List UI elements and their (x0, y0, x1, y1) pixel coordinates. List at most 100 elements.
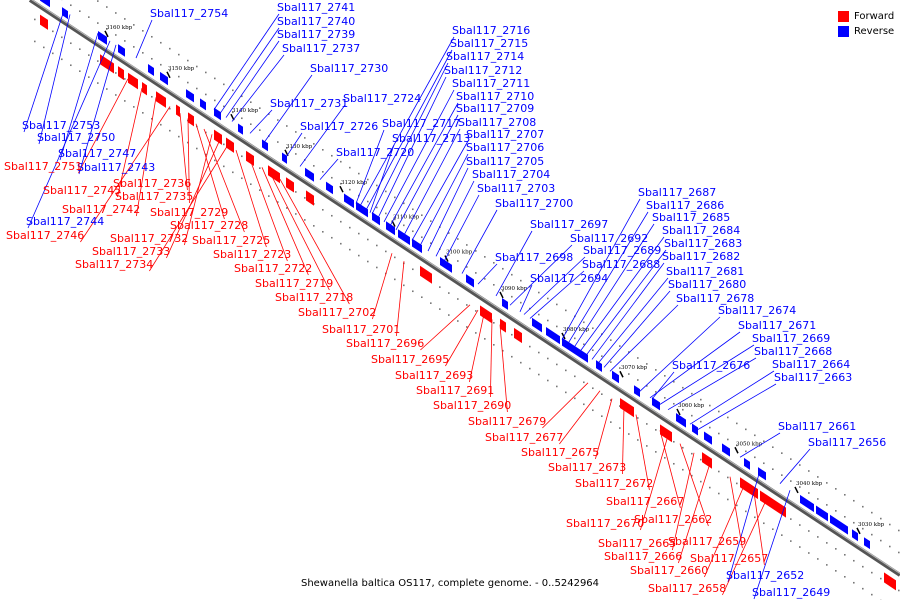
reverse-gene-label[interactable]: Sbal117_2706 (466, 141, 544, 154)
reverse-gene-label[interactable]: Sbal117_2649 (752, 586, 830, 599)
forward-gene-label[interactable]: Sbal117_2736 (113, 177, 191, 190)
reverse-gene-label[interactable]: Sbal117_2720 (336, 146, 414, 159)
reverse-gene-label[interactable]: Sbal117_2744 (26, 215, 104, 228)
forward-gene-label[interactable]: Sbal117_2746 (6, 229, 84, 242)
reverse-gene-label[interactable]: Sbal117_2697 (530, 218, 608, 231)
reverse-gene-label[interactable]: Sbal117_2739 (277, 28, 355, 41)
reverse-gene-label[interactable]: Sbal117_2686 (646, 199, 724, 212)
leader-line (523, 256, 586, 315)
forward-gene-label[interactable]: Sbal117_2702 (298, 306, 376, 319)
reverse-gene-label[interactable]: Sbal117_2676 (672, 359, 750, 372)
reverse-gene-label[interactable]: Sbal117_2689 (583, 244, 661, 257)
reverse-gene-label[interactable]: Sbal117_2685 (652, 211, 730, 224)
reverse-gene-label[interactable]: Sbal117_2703 (477, 182, 555, 195)
leader-line (231, 54, 285, 122)
forward-gene-label[interactable]: Sbal117_2662 (634, 513, 712, 526)
reverse-gene-label[interactable]: Sbal117_2710 (456, 90, 534, 103)
reverse-gene-label[interactable]: Sbal117_2709 (456, 102, 534, 115)
forward-gene-label[interactable]: Sbal117_2672 (575, 477, 653, 490)
forward-gene-label[interactable]: Sbal117_2742 (62, 203, 140, 216)
forward-gene-label[interactable]: Sbal117_2677 (485, 431, 563, 444)
reverse-gene-label[interactable]: Sbal117_2713 (392, 132, 470, 145)
forward-gene-label[interactable]: Sbal117_2718 (275, 291, 353, 304)
reverse-gene-label[interactable]: Sbal117_2661 (778, 420, 856, 433)
reverse-gene-label[interactable]: Sbal117_2669 (752, 332, 830, 345)
reverse-gene-label[interactable]: Sbal117_2750 (37, 131, 115, 144)
reverse-gene-label[interactable]: Sbal117_2730 (310, 62, 388, 75)
forward-gene-label[interactable]: Sbal117_2658 (648, 582, 726, 595)
reverse-gene-label[interactable]: Sbal117_2678 (676, 292, 754, 305)
forward-gene-label[interactable]: Sbal117_2723 (213, 248, 291, 261)
reverse-gene-label[interactable]: Sbal117_2656 (808, 436, 886, 449)
forward-gene-label[interactable]: Sbal117_2667 (606, 495, 684, 508)
reverse-gene-label[interactable]: Sbal117_2712 (444, 64, 522, 77)
reverse-gene-label[interactable]: Sbal117_2684 (662, 224, 740, 237)
track-dot (88, 54, 90, 56)
reverse-gene-label[interactable]: Sbal117_2671 (738, 319, 816, 332)
forward-gene-label[interactable]: Sbal117_2725 (192, 234, 270, 247)
reverse-gene-label[interactable]: Sbal117_2711 (452, 77, 530, 90)
reverse-gene-label[interactable]: Sbal117_2668 (754, 345, 832, 358)
forward-gene-label[interactable]: Sbal117_2732 (110, 232, 188, 245)
track-dot (835, 548, 837, 550)
forward-gene-label[interactable]: Sbal117_2751 (4, 160, 82, 173)
reverse-gene-label[interactable]: Sbal117_2705 (466, 155, 544, 168)
reverse-gene-label[interactable]: Sbal117_2698 (495, 251, 573, 264)
reverse-gene-label[interactable]: Sbal117_2717 (382, 117, 460, 130)
reverse-gene-label[interactable]: Sbal117_2737 (282, 42, 360, 55)
reverse-gene-label[interactable]: Sbal117_2674 (718, 304, 796, 317)
reverse-gene-label[interactable]: Sbal117_2747 (58, 147, 136, 160)
reverse-gene-label[interactable]: Sbal117_2681 (666, 265, 744, 278)
forward-gene-label[interactable]: Sbal117_2660 (630, 564, 708, 577)
forward-gene-label[interactable]: Sbal117_2693 (395, 369, 473, 382)
reverse-gene-label[interactable]: Sbal117_2687 (638, 186, 716, 199)
reverse-gene-label[interactable]: Sbal117_2708 (458, 116, 536, 129)
reverse-gene-label[interactable]: Sbal117_2731 (270, 97, 348, 110)
forward-gene-label[interactable]: Sbal117_2690 (433, 399, 511, 412)
forward-gene-label[interactable]: Sbal117_2696 (346, 337, 424, 350)
forward-gene-label[interactable]: Sbal117_2733 (92, 245, 170, 258)
reverse-gene-label[interactable]: Sbal117_2664 (772, 358, 850, 371)
reverse-gene-label[interactable]: Sbal117_2724 (343, 92, 421, 105)
reverse-gene-label[interactable]: Sbal117_2682 (662, 250, 740, 263)
forward-gene-label[interactable]: Sbal117_2701 (322, 323, 400, 336)
forward-gene-label[interactable]: Sbal117_2734 (75, 258, 153, 271)
reverse-gene-label[interactable]: Sbal117_2700 (495, 197, 573, 210)
forward-gene-label[interactable]: Sbal117_2666 (604, 550, 682, 563)
reverse-gene-label[interactable]: Sbal117_2688 (582, 258, 660, 271)
forward-gene-label[interactable]: Sbal117_2728 (170, 219, 248, 232)
forward-gene-label[interactable]: Sbal117_2659 (668, 535, 746, 548)
reverse-gene-label[interactable]: Sbal117_2740 (277, 15, 355, 28)
track-dot (754, 456, 756, 459)
reverse-gene-label[interactable]: Sbal117_2652 (726, 569, 804, 582)
forward-gene-label[interactable]: Sbal117_2719 (255, 277, 333, 290)
forward-gene-label[interactable]: Sbal117_2722 (234, 262, 312, 275)
reverse-gene-label[interactable]: Sbal117_2683 (664, 237, 742, 250)
reverse-gene-label[interactable]: Sbal117_2704 (472, 168, 550, 181)
reverse-gene-label[interactable]: Sbal117_2692 (570, 232, 648, 245)
forward-gene-label[interactable]: Sbal117_2657 (690, 552, 768, 565)
reverse-gene-label[interactable]: Sbal117_2716 (452, 24, 530, 37)
forward-gene-label[interactable]: Sbal117_2745 (43, 184, 121, 197)
reverse-gene-label[interactable]: Sbal117_2663 (774, 371, 852, 384)
forward-gene-label[interactable]: Sbal117_2729 (150, 206, 228, 219)
reverse-gene-label[interactable]: Sbal117_2715 (450, 37, 528, 50)
forward-gene-label[interactable]: Sbal117_2679 (468, 415, 546, 428)
reverse-gene-label[interactable]: Sbal117_2680 (668, 278, 746, 291)
forward-gene-label[interactable]: Sbal117_2691 (416, 384, 494, 397)
reverse-gene-label[interactable]: Sbal117_2707 (466, 128, 544, 141)
forward-gene-label[interactable]: Sbal117_2695 (371, 353, 449, 366)
reverse-gene-label[interactable]: Sbal117_2726 (300, 120, 378, 133)
forward-gene-label[interactable]: Sbal117_2675 (521, 446, 599, 459)
reverse-gene-label[interactable]: Sbal117_2741 (277, 1, 355, 14)
reverse-gene-label[interactable]: Sbal117_2753 (22, 119, 100, 132)
forward-gene-label[interactable]: Sbal117_2735 (115, 190, 193, 203)
leader-line (136, 97, 157, 217)
forward-gene-label[interactable]: Sbal117_2673 (548, 461, 626, 474)
reverse-gene-label[interactable]: Sbal117_2754 (150, 7, 228, 20)
forward-gene-label[interactable]: Sbal117_2665 (598, 537, 676, 550)
reverse-gene-label[interactable]: Sbal117_2714 (446, 50, 524, 63)
reverse-gene-label[interactable]: Sbal117_2694 (530, 272, 608, 285)
reverse-gene-label[interactable]: Sbal117_2743 (77, 161, 155, 174)
forward-gene-label[interactable]: Sbal117_2670 (566, 517, 644, 530)
